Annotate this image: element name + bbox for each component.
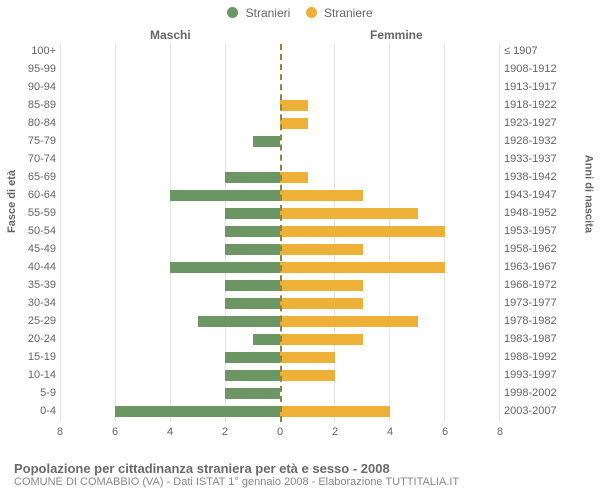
- chart-title: Popolazione per cittadinanza straniera p…: [14, 461, 459, 476]
- legend-swatch-male: [227, 7, 238, 18]
- male-bar: [225, 352, 280, 363]
- age-label: 40-44: [0, 260, 56, 275]
- age-label: 0-4: [0, 404, 56, 419]
- birth-year-label: 1943-1947: [504, 188, 600, 203]
- female-bar: [280, 208, 418, 219]
- male-bar: [170, 190, 280, 201]
- age-label: 5-9: [0, 386, 56, 401]
- age-label: 95-99: [0, 62, 56, 77]
- birth-year-label: 1978-1982: [504, 314, 600, 329]
- male-half: [60, 44, 280, 422]
- female-bar: [280, 226, 445, 237]
- x-tick: 8: [57, 426, 63, 438]
- male-bar: [225, 298, 280, 309]
- col-header-male: Maschi: [150, 28, 191, 42]
- legend-item-female: Straniere: [306, 6, 373, 20]
- female-bar: [280, 298, 363, 309]
- birth-year-label: 1973-1977: [504, 296, 600, 311]
- birth-year-label: 1928-1932: [504, 134, 600, 149]
- birth-year-label: ≤ 1907: [504, 44, 600, 59]
- female-bar: [280, 244, 363, 255]
- female-bar: [280, 352, 335, 363]
- center-axis-line: [280, 44, 282, 422]
- female-bar: [280, 280, 363, 291]
- birth-year-label: 1968-1972: [504, 278, 600, 293]
- birth-year-label: 1958-1962: [504, 242, 600, 257]
- age-label: 35-39: [0, 278, 56, 293]
- age-label: 10-14: [0, 368, 56, 383]
- female-bar: [280, 118, 308, 129]
- male-bar: [225, 226, 280, 237]
- age-label: 15-19: [0, 350, 56, 365]
- x-tick: 4: [387, 426, 393, 438]
- birth-year-label: 1938-1942: [504, 170, 600, 185]
- x-tick: 8: [497, 426, 503, 438]
- legend-label-female: Straniere: [324, 6, 373, 20]
- female-bar: [280, 370, 335, 381]
- birth-year-label: 1933-1937: [504, 152, 600, 167]
- col-header-female: Femmine: [370, 28, 423, 42]
- age-label: 45-49: [0, 242, 56, 257]
- female-bar: [280, 190, 363, 201]
- birth-year-label: 1963-1967: [504, 260, 600, 275]
- x-tick: 0: [277, 426, 283, 438]
- chart-footer: Popolazione per cittadinanza straniera p…: [14, 461, 459, 488]
- birth-year-label: 2003-2007: [504, 404, 600, 419]
- birth-year-label: 1918-1922: [504, 98, 600, 113]
- legend-item-male: Stranieri: [227, 6, 290, 20]
- birth-year-label: 1948-1952: [504, 206, 600, 221]
- age-label: 60-64: [0, 188, 56, 203]
- age-label: 90-94: [0, 80, 56, 95]
- male-bar: [225, 388, 280, 399]
- male-bar: [115, 406, 280, 417]
- birth-year-label: 1988-1992: [504, 350, 600, 365]
- population-pyramid-chart: Stranieri Straniere Maschi Femmine Fasce…: [0, 0, 600, 500]
- x-tick: 2: [332, 426, 338, 438]
- legend-swatch-female: [306, 7, 317, 18]
- legend: Stranieri Straniere: [0, 0, 600, 26]
- age-label: 70-74: [0, 152, 56, 167]
- birth-year-label: 1983-1987: [504, 332, 600, 347]
- female-half: [280, 44, 500, 422]
- male-bar: [170, 262, 280, 273]
- age-label: 30-34: [0, 296, 56, 311]
- female-bar: [280, 316, 418, 327]
- female-bar: [280, 406, 390, 417]
- male-bar: [225, 370, 280, 381]
- legend-label-male: Stranieri: [246, 6, 291, 20]
- birth-year-label: 1923-1927: [504, 116, 600, 131]
- x-tick: 6: [112, 426, 118, 438]
- age-label: 100+: [0, 44, 56, 59]
- birth-year-label: 1998-2002: [504, 386, 600, 401]
- male-bar: [225, 208, 280, 219]
- male-bar: [198, 316, 281, 327]
- age-label: 50-54: [0, 224, 56, 239]
- age-label: 85-89: [0, 98, 56, 113]
- age-label: 20-24: [0, 332, 56, 347]
- male-bar: [225, 280, 280, 291]
- male-bar: [253, 334, 281, 345]
- birth-year-label: 1993-1997: [504, 368, 600, 383]
- x-tick: 4: [167, 426, 173, 438]
- female-bar: [280, 262, 445, 273]
- female-bar: [280, 100, 308, 111]
- age-label: 55-59: [0, 206, 56, 221]
- age-label: 65-69: [0, 170, 56, 185]
- birth-year-label: 1908-1912: [504, 62, 600, 77]
- x-tick: 6: [442, 426, 448, 438]
- age-label: 75-79: [0, 134, 56, 149]
- male-bar: [253, 136, 281, 147]
- male-bar: [225, 244, 280, 255]
- female-bar: [280, 334, 363, 345]
- birth-year-label: 1953-1957: [504, 224, 600, 239]
- chart-subtitle: COMUNE DI COMABBIO (VA) - Dati ISTAT 1° …: [14, 476, 459, 488]
- male-bar: [225, 172, 280, 183]
- female-bar: [280, 172, 308, 183]
- age-label: 25-29: [0, 314, 56, 329]
- birth-year-label: 1913-1917: [504, 80, 600, 95]
- x-tick: 2: [222, 426, 228, 438]
- age-label: 80-84: [0, 116, 56, 131]
